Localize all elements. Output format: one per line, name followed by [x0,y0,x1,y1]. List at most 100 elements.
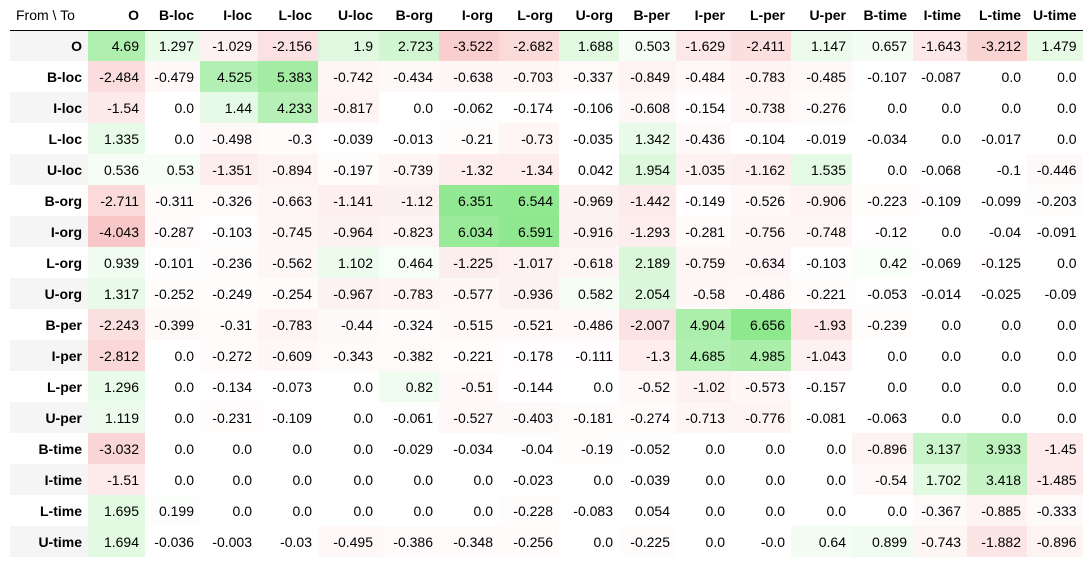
table-row: U-per 1.119 0.0 -0.231 -0.109 0.0 -0.061 -0.527… [10,402,1083,433]
heatmap-cell: -0.081 [791,402,852,433]
table-row: B-time -3.032 0.0 0.0 0.0 0.0 -0.029 -0.034 -0.0… [10,433,1083,464]
heatmap-cell: -0.745 [258,216,318,247]
heatmap-cell: 0.0 [318,495,379,526]
heatmap-cell: -0.19 [559,433,619,464]
heatmap-cell: 0.0 [791,464,852,495]
heatmap-cell: -0.12 [852,216,913,247]
heatmap-cell: -0.969 [559,185,619,216]
heatmap-cell: -1.34 [499,154,559,185]
column-header: B-per [619,0,676,31]
heatmap-cell: 0.0 [913,123,967,154]
corner-label: From \ To [10,0,88,31]
heatmap-cell: -0.515 [439,309,499,340]
heatmap-cell: 0.0 [967,92,1027,123]
heatmap-cell: 0.0 [676,464,731,495]
table-row: U-time 1.694 -0.036 -0.003 -0.03 -0.495 -0.386… [10,526,1083,557]
heatmap-cell: -0.663 [258,185,318,216]
heatmap-cell: -0.759 [676,247,731,278]
table-row: I-per -2.812 0.0 -0.272 -0.609 -0.343 -0.382 -0… [10,340,1083,371]
heatmap-cell: 0.0 [559,526,619,557]
column-header: U-loc [318,0,379,31]
heatmap-cell: 0.0 [145,92,200,123]
heatmap-cell: -0.739 [379,154,439,185]
heatmap-cell: -0.434 [379,61,439,92]
heatmap-cell: 0.042 [559,154,619,185]
heatmap-cell: -0.386 [379,526,439,557]
heatmap-cell: -0.087 [913,61,967,92]
table-row: U-org 1.317 -0.252 -0.249 -0.254 -0.967 -0.783… [10,278,1083,309]
heatmap-cell: -0.019 [791,123,852,154]
heatmap-cell: -0.231 [200,402,258,433]
heatmap-cell: -0.399 [145,309,200,340]
heatmap-cell: 0.0 [913,92,967,123]
heatmap-cell: -0.111 [559,340,619,371]
heatmap-cell: 0.0 [676,526,731,557]
heatmap-cell: 0.0 [913,309,967,340]
heatmap-cell: 0.0 [258,433,318,464]
heatmap-cell: 0.0 [145,340,200,371]
heatmap-cell: 0.0 [967,61,1027,92]
heatmap-cell: 2.723 [379,30,439,61]
heatmap-cell: -0.521 [499,309,559,340]
column-header: I-time [913,0,967,31]
heatmap-cell: 1.954 [619,154,676,185]
heatmap-cell: -0.498 [200,123,258,154]
heatmap-cell: 3.418 [967,464,1027,495]
heatmap-cell: -0.817 [318,92,379,123]
heatmap-cell: -0.039 [318,123,379,154]
heatmap-cell: -1.035 [676,154,731,185]
heatmap-cell: 0.82 [379,371,439,402]
heatmap-cell: -0.713 [676,402,731,433]
row-header: B-per [45,316,82,333]
heatmap-cell: -0.256 [499,526,559,557]
heatmap-cell: 5.383 [258,61,318,92]
heatmap-cell: 0.0 [318,464,379,495]
heatmap-cell: -2.007 [619,309,676,340]
heatmap-cell: -0.063 [852,402,913,433]
heatmap-cell: -0.068 [913,154,967,185]
heatmap-cell: -0.495 [318,526,379,557]
heatmap-cell: 6.034 [439,216,499,247]
heatmap-cell: -0.034 [852,123,913,154]
heatmap-cell: 1.694 [88,526,145,557]
table-row: I-time -1.51 0.0 0.0 0.0 0.0 0.0 0.0 -0.023 0.0 -0… [10,464,1083,495]
heatmap-cell: -0.221 [439,340,499,371]
heatmap-cell: 0.0 [439,464,499,495]
heatmap-cell: -0.343 [318,340,379,371]
heatmap-cell: 1.535 [791,154,852,185]
heatmap-cell: 0.054 [619,495,676,526]
heatmap-cell: -0.035 [559,123,619,154]
heatmap-cell: -0.783 [731,61,791,92]
table-row: L-loc 1.335 0.0 -0.498 -0.3 -0.039 -0.013 -0.21… [10,123,1083,154]
heatmap-cell: 0.0 [852,495,913,526]
heatmap-cell: 4.69 [88,30,145,61]
heatmap-cell: -1.485 [1027,464,1083,495]
heatmap-cell: -2.682 [499,30,559,61]
heatmap-cell: 0.199 [145,495,200,526]
heatmap-cell: 0.0 [1027,247,1083,278]
heatmap-cell: -0.562 [258,247,318,278]
heatmap-cell: -0.967 [318,278,379,309]
heatmap-cell: 4.904 [676,309,731,340]
heatmap-cell: 0.0 [791,433,852,464]
heatmap-cell: 4.233 [258,92,318,123]
heatmap-cell: 0.0 [1027,402,1083,433]
heatmap-cell: -0.029 [379,433,439,464]
heatmap-cell: 0.0 [1027,61,1083,92]
heatmap-cell: -0.436 [676,123,731,154]
heatmap-cell: -3.522 [439,30,499,61]
heatmap-cell: 0.0 [439,495,499,526]
heatmap-cell: -0.894 [258,154,318,185]
heatmap-cell: -1.162 [731,154,791,185]
heatmap-cell: 0.53 [145,154,200,185]
heatmap-cell: -0.254 [258,278,318,309]
heatmap-cell: 0.0 [379,495,439,526]
heatmap-cell: -1.351 [200,154,258,185]
heatmap-cell: -0.221 [791,278,852,309]
heatmap-cell: 0.0 [852,340,913,371]
column-header: U-per [791,0,852,31]
row-header: I-org [10,216,88,247]
heatmap-cell: -0.073 [258,371,318,402]
heatmap-cell: 0.0 [1027,371,1083,402]
heatmap-cell: 1.44 [200,92,258,123]
